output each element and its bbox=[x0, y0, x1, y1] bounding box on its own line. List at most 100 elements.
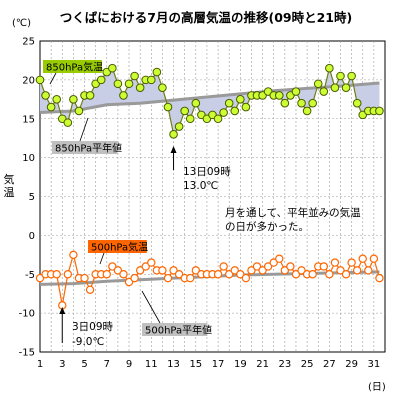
x-tick-label: 21 bbox=[256, 359, 269, 370]
point-850hpa bbox=[191, 98, 201, 108]
arrow-500hpa-min-head bbox=[59, 307, 66, 314]
point-850hpa bbox=[46, 102, 56, 112]
point-850hpa bbox=[180, 106, 189, 116]
point-500hpa bbox=[241, 273, 251, 283]
x-tick-label: 29 bbox=[345, 359, 358, 370]
legend: 850hPa気温 850hPa平年値 500hPa気温 500hPa平年値 bbox=[43, 60, 212, 337]
point-500hpa bbox=[147, 258, 156, 267]
point-500hpa bbox=[35, 273, 45, 283]
point-500hpa bbox=[236, 270, 245, 279]
x-tick-label: 19 bbox=[234, 359, 247, 370]
point-850hpa bbox=[96, 75, 106, 85]
legend-500hpa-normal-bg bbox=[142, 323, 208, 336]
point-850hpa bbox=[69, 95, 78, 104]
annotation-850hpa-min-value: 13.0℃ bbox=[183, 180, 218, 192]
point-850hpa bbox=[113, 79, 123, 89]
point-850hpa bbox=[52, 95, 61, 104]
x-tick-label: 3 bbox=[59, 359, 65, 370]
series-line-500hpa bbox=[39, 254, 381, 306]
y-axis-label-char: 温 bbox=[4, 186, 15, 199]
point-500hpa bbox=[174, 270, 184, 279]
point-850hpa bbox=[280, 98, 290, 108]
point-500hpa bbox=[169, 266, 178, 275]
point-850hpa bbox=[341, 83, 351, 92]
point-500hpa bbox=[191, 266, 201, 275]
point-500hpa bbox=[141, 262, 150, 271]
annotation-summary-line2: の日が多かった。 bbox=[225, 220, 309, 233]
legend-850hpa: 850hPa気温 bbox=[46, 61, 103, 74]
legend-500hpa-bg bbox=[88, 240, 147, 253]
x-tick-label: 31 bbox=[368, 359, 381, 370]
point-500hpa bbox=[63, 270, 73, 279]
x-tick-label: 9 bbox=[126, 359, 132, 370]
y-tick-label: -15 bbox=[19, 348, 35, 359]
y-tick-label: 0 bbox=[29, 231, 35, 242]
point-850hpa bbox=[152, 67, 162, 77]
y-axis-label: 気温 bbox=[4, 172, 15, 199]
y-tick-label: 25 bbox=[22, 37, 35, 48]
point-500hpa bbox=[336, 266, 345, 275]
chart-title: つくばにおける7月の高層気温の推移(09時と21時) bbox=[60, 10, 352, 25]
point-500hpa bbox=[330, 258, 340, 267]
point-850hpa bbox=[108, 63, 117, 73]
legend-850hpa-bg bbox=[43, 60, 102, 73]
point-850hpa bbox=[330, 83, 340, 92]
point-500hpa bbox=[85, 285, 95, 294]
point-500hpa bbox=[108, 262, 117, 271]
point-850hpa bbox=[313, 79, 323, 89]
point-850hpa bbox=[85, 91, 95, 100]
point-500hpa bbox=[163, 273, 173, 283]
y-tick-label: 10 bbox=[22, 153, 35, 164]
y-tick-label: 5 bbox=[29, 192, 35, 203]
point-500hpa bbox=[102, 270, 111, 279]
point-500hpa bbox=[275, 254, 284, 263]
point-500hpa bbox=[219, 262, 228, 271]
point-500hpa bbox=[113, 266, 123, 275]
point-850hpa bbox=[74, 106, 84, 116]
point-850hpa bbox=[302, 106, 312, 116]
x-tick-label: 23 bbox=[278, 359, 291, 370]
x-tick-label: 11 bbox=[145, 359, 158, 370]
point-850hpa bbox=[352, 98, 362, 108]
point-850hpa bbox=[163, 102, 173, 112]
x-tick-label: 7 bbox=[104, 359, 110, 370]
point-850hpa bbox=[219, 108, 228, 117]
point-500hpa bbox=[69, 250, 78, 260]
y-tick-label: 20 bbox=[22, 75, 35, 86]
point-500hpa bbox=[124, 277, 134, 287]
point-500hpa bbox=[358, 254, 367, 263]
point-850hpa bbox=[35, 75, 45, 85]
point-850hpa bbox=[347, 71, 356, 81]
annotation-500hpa-min-time: 3日09時 bbox=[72, 321, 114, 333]
point-500hpa bbox=[286, 262, 295, 271]
point-500hpa bbox=[375, 273, 384, 283]
band-850hpa bbox=[40, 68, 380, 135]
legend-500hpa: 500hPa気温 bbox=[91, 241, 148, 254]
annotations: 13日09時 13.0℃ 3日09時 -9.0℃ 月を通して、平年並みの気温の日が多かっ… bbox=[59, 146, 361, 348]
point-500hpa bbox=[308, 270, 317, 279]
x-tick-labels: 1 3 5 7 9 11 13 15 17 19 21 23 25 27 29 31 bbox=[37, 359, 380, 370]
legend-500hpa-normal: 500hPa平年値 bbox=[145, 324, 212, 337]
point-850hpa bbox=[336, 71, 345, 81]
point-500hpa bbox=[247, 266, 256, 275]
point-850hpa bbox=[297, 98, 306, 108]
point-850hpa bbox=[146, 75, 156, 85]
point-850hpa bbox=[319, 87, 329, 96]
x-tick-label: 13 bbox=[167, 359, 180, 370]
y-tick-label: 15 bbox=[22, 114, 35, 125]
point-850hpa bbox=[119, 91, 128, 100]
legend-850hpa-normal-leader bbox=[79, 117, 89, 142]
point-500hpa bbox=[263, 262, 273, 271]
point-850hpa bbox=[213, 114, 223, 124]
point-500hpa bbox=[269, 258, 278, 267]
legend-850hpa-normal-bg bbox=[52, 141, 118, 154]
point-500hpa bbox=[319, 262, 328, 271]
legend-850hpa-leader bbox=[49, 72, 57, 85]
x-tick-label: 27 bbox=[323, 359, 336, 370]
point-500hpa bbox=[213, 270, 223, 279]
point-850hpa bbox=[308, 98, 317, 108]
point-500hpa bbox=[135, 266, 145, 275]
point-500hpa bbox=[224, 270, 234, 279]
plot-area bbox=[35, 63, 384, 310]
point-850hpa bbox=[63, 118, 73, 127]
